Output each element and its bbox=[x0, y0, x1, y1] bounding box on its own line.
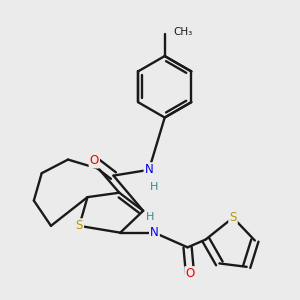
Text: CH₃: CH₃ bbox=[173, 27, 193, 37]
Text: H: H bbox=[146, 212, 154, 222]
Text: S: S bbox=[229, 211, 237, 224]
Text: N: N bbox=[150, 226, 159, 239]
Text: O: O bbox=[185, 267, 195, 280]
Text: O: O bbox=[90, 154, 99, 167]
Text: S: S bbox=[76, 219, 83, 232]
Text: N: N bbox=[145, 163, 153, 176]
Text: H: H bbox=[150, 182, 159, 192]
